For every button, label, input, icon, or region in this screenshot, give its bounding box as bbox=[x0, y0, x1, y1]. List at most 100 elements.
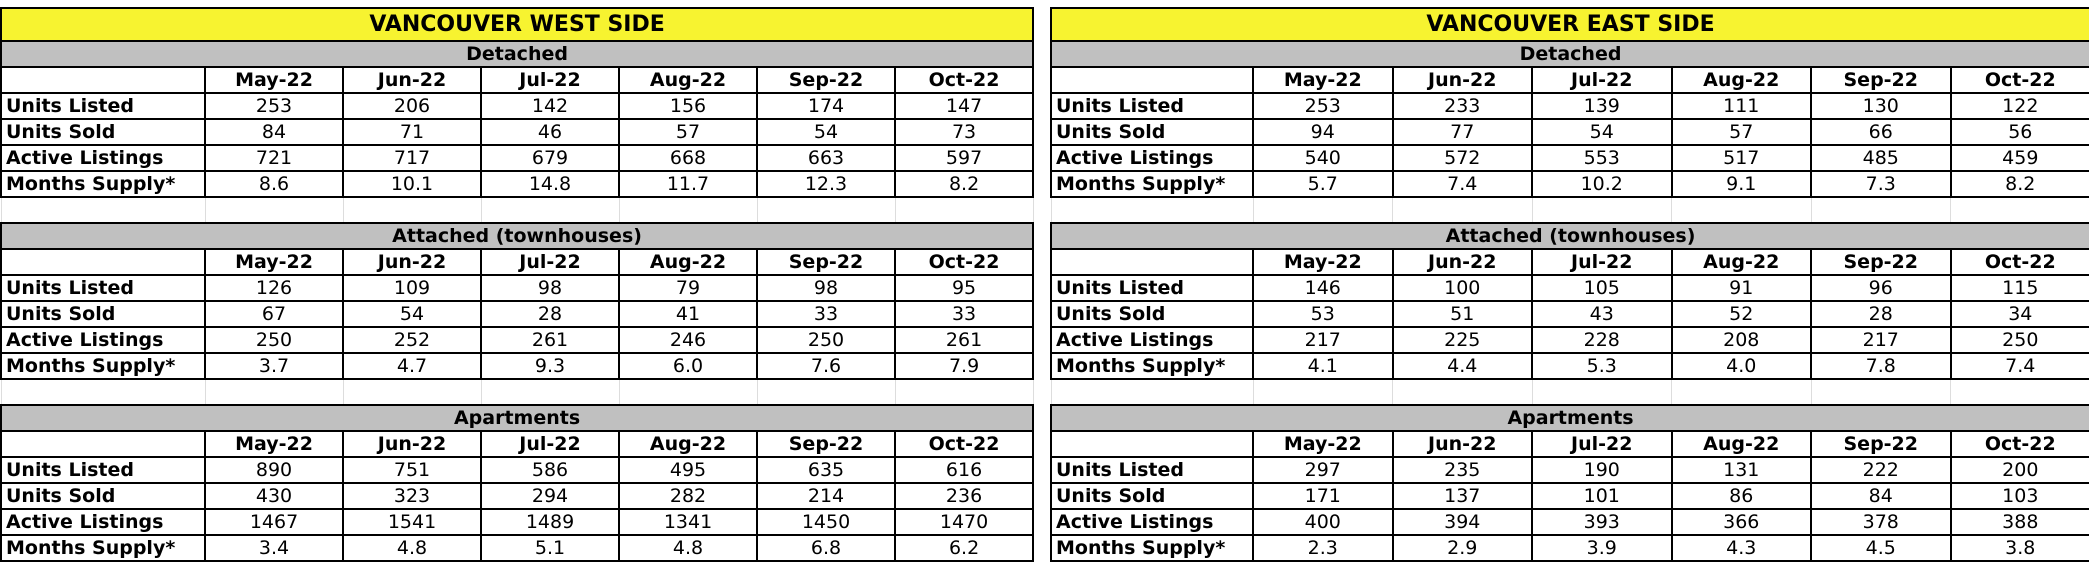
row-label: Units Sold bbox=[1050, 300, 1254, 328]
value-cell: 7.4 bbox=[1949, 352, 2089, 380]
value-cell: 174 bbox=[756, 92, 896, 120]
value-cell: 94 bbox=[1252, 118, 1394, 146]
row-label: Months Supply* bbox=[1050, 352, 1254, 380]
section-row: Detached bbox=[1049, 40, 2089, 68]
section-row: Attached (townhouses) bbox=[1049, 222, 2089, 250]
value-cell: 28 bbox=[480, 300, 620, 328]
blank-cell bbox=[1531, 379, 1672, 405]
blank-cell bbox=[0, 379, 206, 405]
title-row: VANCOUVER EAST SIDE bbox=[1049, 7, 2089, 42]
value-cell: 222 bbox=[1810, 456, 1952, 484]
value-cell: 751 bbox=[342, 456, 482, 484]
value-cell: 663 bbox=[756, 144, 896, 172]
data-row: Active Listings 400 394 393 366 378 388 bbox=[1050, 508, 2089, 536]
blank-row bbox=[1050, 197, 2089, 223]
blank-cell bbox=[204, 379, 344, 405]
value-cell: 73 bbox=[893, 118, 1035, 146]
value-cell: 67 bbox=[204, 300, 344, 328]
month-header: Jun-22 bbox=[1391, 66, 1533, 94]
data-row: Units Listed 253 206 142 156 174 147 bbox=[0, 92, 1035, 120]
value-cell: 54 bbox=[1531, 118, 1673, 146]
row-label: Months Supply* bbox=[0, 352, 206, 380]
row-label: Units Sold bbox=[0, 300, 206, 328]
value-cell: 33 bbox=[756, 300, 896, 328]
row-label: Active Listings bbox=[0, 144, 206, 172]
value-cell: 146 bbox=[1252, 274, 1394, 302]
data-row: Active Listings 540 572 553 517 485 459 bbox=[1050, 144, 2089, 172]
value-cell: 206 bbox=[342, 92, 482, 120]
month-header: Aug-22 bbox=[618, 248, 758, 276]
month-header: Aug-22 bbox=[1670, 66, 1812, 94]
value-cell: 1541 bbox=[342, 508, 482, 536]
value-cell: 616 bbox=[893, 456, 1035, 484]
data-row: Active Listings 1467 1541 1489 1341 1450 1470 bbox=[0, 508, 1035, 536]
row-label: Units Sold bbox=[1050, 482, 1254, 510]
row-label: Months Supply* bbox=[1050, 170, 1254, 198]
header-row: May-22 Jun-22 Jul-22 Aug-22 Sep-22 Oct-22 bbox=[0, 430, 1035, 458]
value-cell: 98 bbox=[756, 274, 896, 302]
value-cell: 105 bbox=[1531, 274, 1673, 302]
month-header: Aug-22 bbox=[1670, 248, 1812, 276]
month-header: Jun-22 bbox=[1391, 430, 1533, 458]
value-cell: 2.9 bbox=[1391, 534, 1533, 562]
value-cell: 214 bbox=[756, 482, 896, 510]
month-header: Oct-22 bbox=[893, 430, 1035, 458]
data-row: Units Listed 146 100 105 91 96 115 bbox=[1050, 274, 2089, 302]
value-cell: 459 bbox=[1949, 144, 2089, 172]
section-title: Detached bbox=[0, 40, 1035, 68]
value-cell: 252 bbox=[342, 326, 482, 354]
month-header: Sep-22 bbox=[1810, 248, 1952, 276]
value-cell: 101 bbox=[1531, 482, 1673, 510]
value-cell: 7.9 bbox=[893, 352, 1035, 380]
value-cell: 43 bbox=[1531, 300, 1673, 328]
value-cell: 28 bbox=[1810, 300, 1952, 328]
value-cell: 137 bbox=[1391, 482, 1533, 510]
month-header: Jun-22 bbox=[342, 430, 482, 458]
panel-title: VANCOUVER EAST SIDE bbox=[1049, 7, 2089, 42]
header-row: May-22 Jun-22 Jul-22 Aug-22 Sep-22 Oct-22 bbox=[0, 66, 1035, 94]
value-cell: 4.3 bbox=[1670, 534, 1812, 562]
value-cell: 130 bbox=[1810, 92, 1952, 120]
value-cell: 517 bbox=[1670, 144, 1812, 172]
row-label: Units Listed bbox=[1050, 456, 1254, 484]
data-row: Units Sold 94 77 54 57 66 56 bbox=[1050, 118, 2089, 146]
value-cell: 3.7 bbox=[204, 352, 344, 380]
value-cell: 109 bbox=[342, 274, 482, 302]
value-cell: 126 bbox=[204, 274, 344, 302]
month-header: Aug-22 bbox=[618, 66, 758, 94]
blank-cell bbox=[894, 197, 1034, 223]
blank-cell bbox=[1252, 197, 1393, 223]
data-row: Units Listed 297 235 190 131 222 200 bbox=[1050, 456, 2089, 484]
blank-cell bbox=[480, 197, 620, 223]
value-cell: 122 bbox=[1949, 92, 2089, 120]
value-cell: 228 bbox=[1531, 326, 1673, 354]
month-header: May-22 bbox=[1252, 430, 1394, 458]
data-row: Active Listings 250 252 261 246 250 261 bbox=[0, 326, 1035, 354]
data-row: Units Listed 890 751 586 495 635 616 bbox=[0, 456, 1035, 484]
value-cell: 721 bbox=[204, 144, 344, 172]
value-cell: 9.3 bbox=[480, 352, 620, 380]
blank-cell bbox=[1050, 379, 1254, 405]
value-cell: 4.8 bbox=[618, 534, 758, 562]
row-label: Active Listings bbox=[1050, 326, 1254, 354]
month-header: Jul-22 bbox=[480, 66, 620, 94]
month-header: Sep-22 bbox=[1810, 430, 1952, 458]
value-cell: 253 bbox=[204, 92, 344, 120]
corner-cell bbox=[0, 248, 206, 276]
value-cell: 33 bbox=[893, 300, 1035, 328]
value-cell: 100 bbox=[1391, 274, 1533, 302]
corner-cell bbox=[1050, 430, 1254, 458]
row-label: Active Listings bbox=[0, 508, 206, 536]
blank-cell bbox=[618, 379, 758, 405]
value-cell: 4.5 bbox=[1810, 534, 1952, 562]
data-row: Months Supply* 8.6 10.1 14.8 11.7 12.3 8.2 bbox=[0, 170, 1035, 198]
value-cell: 4.4 bbox=[1391, 352, 1533, 380]
section-title: Detached bbox=[1049, 40, 2089, 68]
value-cell: 171 bbox=[1252, 482, 1394, 510]
month-header: Aug-22 bbox=[1670, 430, 1812, 458]
value-cell: 217 bbox=[1810, 326, 1952, 354]
value-cell: 147 bbox=[893, 92, 1035, 120]
month-header: Jun-22 bbox=[342, 66, 482, 94]
value-cell: 890 bbox=[204, 456, 344, 484]
